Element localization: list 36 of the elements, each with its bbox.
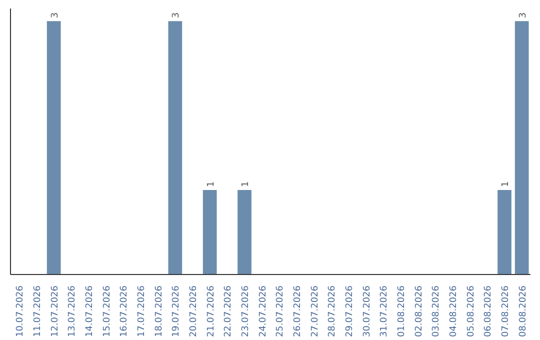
x-tick-label: 14.07.2026	[85, 285, 95, 338]
x-tick-label: 07.08.2026	[501, 285, 511, 338]
x-tick-label: 18.07.2026	[154, 285, 164, 338]
x-tick-label: 10.07.2026	[16, 285, 26, 338]
x-tick-label: 20.07.2026	[189, 285, 199, 338]
data-label: 3	[518, 12, 528, 18]
x-tick-label: 11.07.2026	[33, 285, 43, 338]
x-tick-label: 02.08.2026	[414, 285, 424, 338]
x-tick-label: 13.07.2026	[68, 285, 78, 338]
data-label: 1	[501, 181, 511, 188]
data-label: 1	[241, 181, 251, 188]
x-tick-label: 01.08.2026	[397, 285, 407, 338]
data-label: 3	[50, 12, 60, 18]
x-tick-label: 19.07.2026	[172, 285, 182, 338]
x-tick-label: 08.08.2026	[518, 285, 528, 338]
x-tick-label: 26.07.2026	[293, 285, 303, 338]
x-tick-label: 04.08.2026	[449, 285, 459, 338]
x-tick-label: 24.07.2026	[258, 285, 268, 338]
x-tick-label: 31.07.2026	[380, 285, 390, 338]
x-tick-label: 12.07.2026	[50, 285, 60, 338]
x-tick-label: 05.08.2026	[466, 285, 476, 338]
x-tick-label: 23.07.2026	[241, 285, 251, 338]
x-tick-label: 16.07.2026	[120, 285, 130, 338]
x-tick-label: 15.07.2026	[102, 285, 112, 338]
x-tick-label: 27.07.2026	[310, 285, 320, 338]
x-tick-label: 06.08.2026	[484, 285, 494, 338]
x-tick-label: 29.07.2026	[345, 285, 355, 338]
x-tick-label: 03.08.2026	[432, 285, 442, 338]
data-label: 1	[206, 181, 216, 188]
x-tick-label: 22.07.2026	[224, 285, 234, 338]
x-tick-label: 25.07.2026	[276, 285, 286, 338]
x-tick-label: 30.07.2026	[362, 285, 372, 338]
x-tick-label: 17.07.2026	[137, 285, 147, 338]
x-tick-label: 28.07.2026	[328, 285, 338, 338]
data-label: 3	[172, 12, 182, 18]
x-tick-label: 21.07.2026	[206, 285, 216, 338]
